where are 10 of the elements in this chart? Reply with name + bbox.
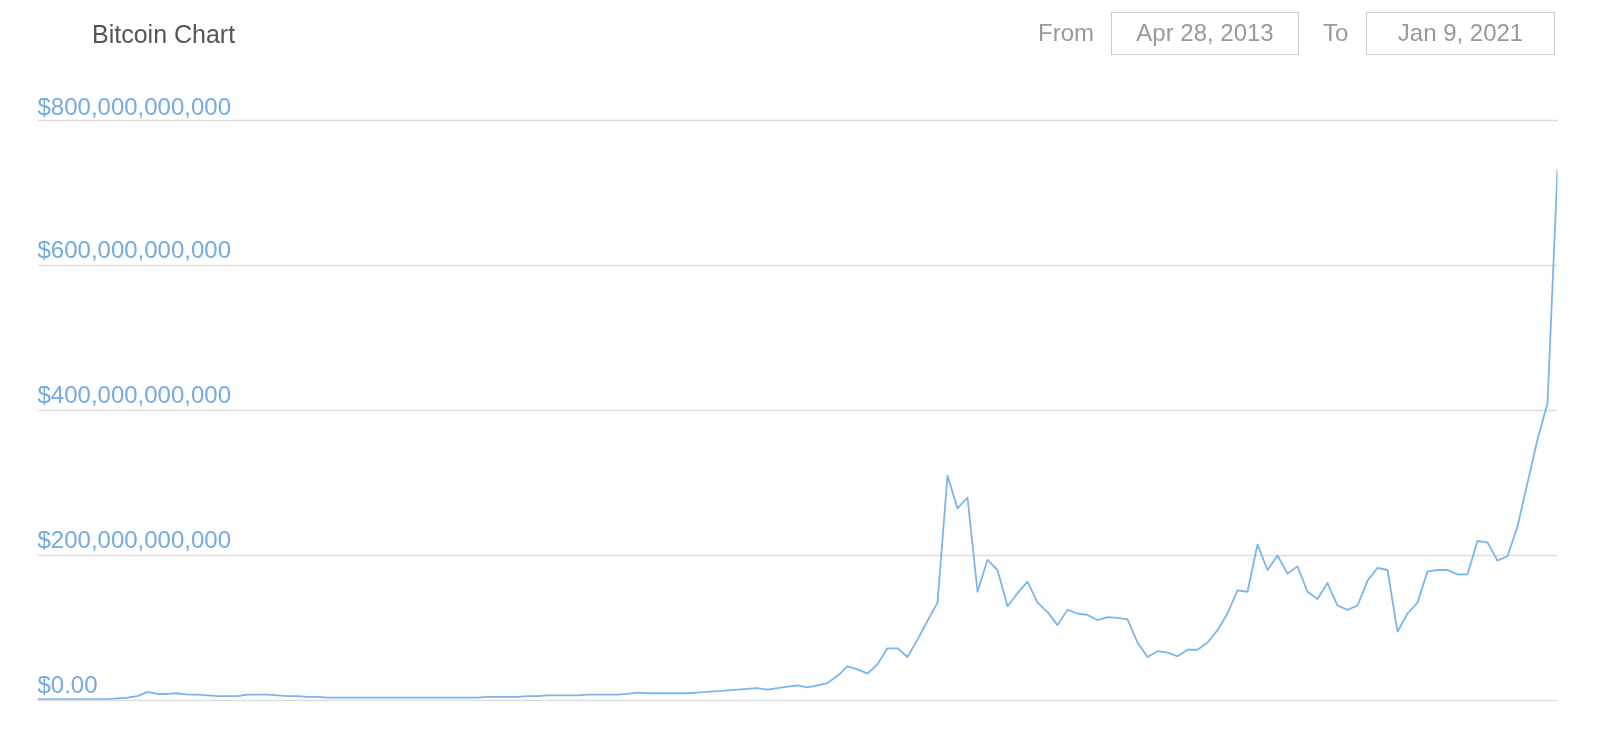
y-tick-label: $400,000,000,000: [37, 380, 232, 408]
text: To: [1323, 19, 1349, 47]
y-tick-label: $200,000,000,000: [37, 525, 232, 553]
text: From: [1038, 19, 1094, 47]
text: Jan 9, 2021: [1366, 12, 1555, 55]
y-tick-label: $800,000,000,000: [37, 93, 232, 120]
y-tick-label: $0.00: [37, 670, 98, 698]
y-tick-label: $600,000,000,000: [37, 235, 232, 263]
text: Apr 28, 2013: [1111, 12, 1299, 55]
chart-title: Bitcoin Chart: [92, 20, 236, 49]
